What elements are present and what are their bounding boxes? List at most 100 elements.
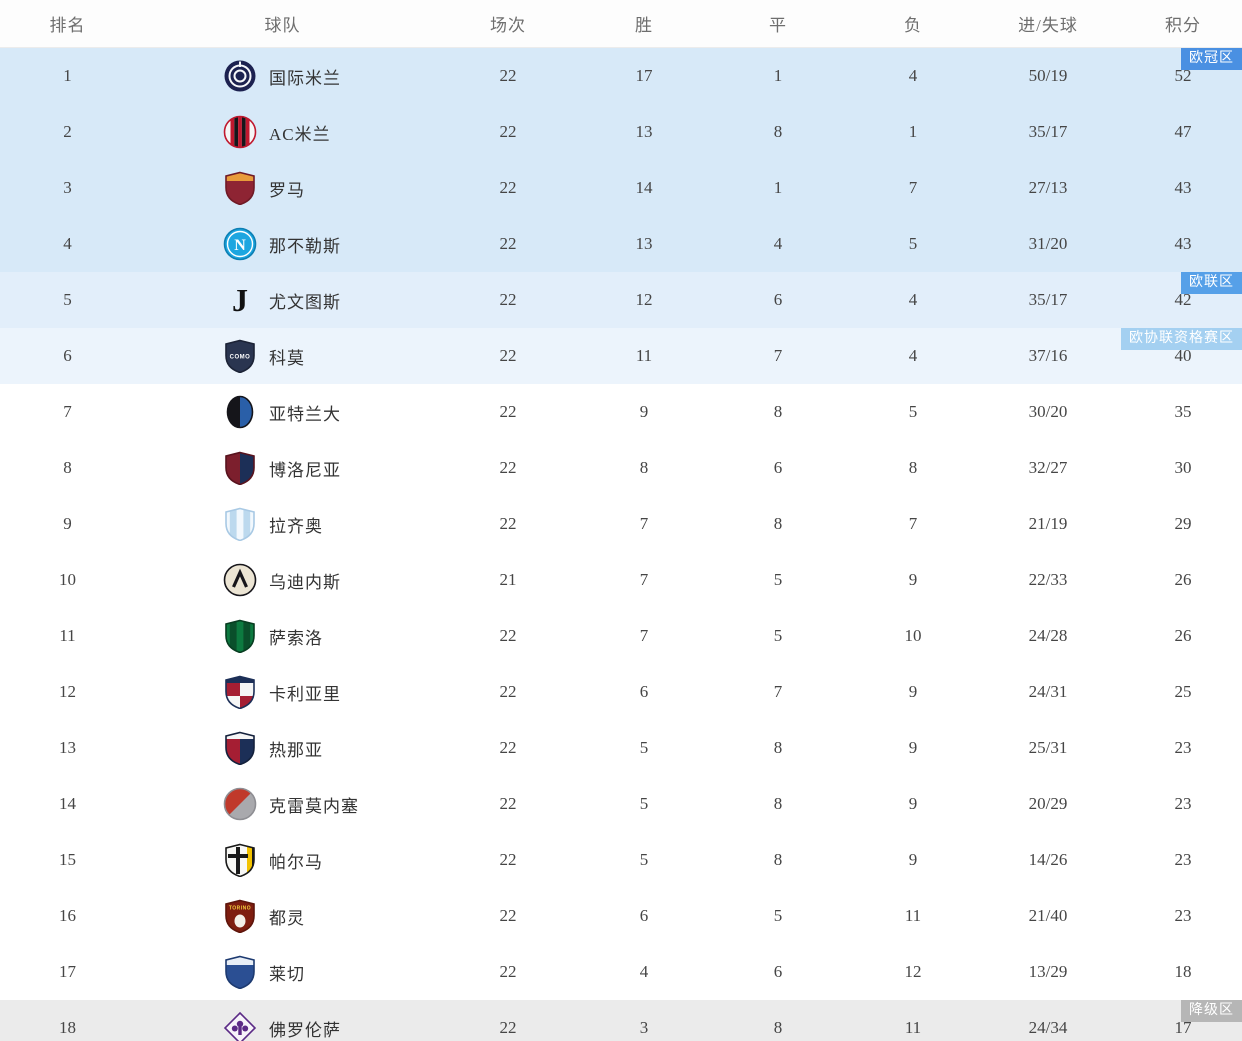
team-played: 22 — [499, 234, 517, 253]
team-name: 国际米兰 — [269, 68, 341, 88]
team-wins: 5 — [639, 738, 649, 757]
team-wins: 13 — [635, 234, 653, 253]
team-name: 尤文图斯 — [269, 292, 341, 312]
team-name: 罗马 — [269, 180, 305, 200]
table-row[interactable]: 7 亚特兰大 22 9 8 5 30/20 35 — [0, 384, 1242, 440]
team-played: 22 — [499, 122, 517, 141]
table-row[interactable]: 12 卡利亚里 22 6 7 9 24/31 25 — [0, 664, 1242, 720]
team-losses: 5 — [908, 402, 918, 421]
team-crest-icon — [223, 843, 257, 877]
table-row[interactable]: 2 AC米兰 22 13 8 1 35/17 47 — [0, 104, 1242, 160]
zone-badge: 降级区 — [1181, 1000, 1242, 1022]
team-cell: N 那不勒斯 — [135, 227, 430, 261]
team-cell: 克雷莫内塞 — [135, 787, 430, 821]
team-wins: 7 — [639, 514, 649, 533]
team-draws: 5 — [773, 906, 783, 925]
team-losses: 10 — [904, 626, 922, 645]
team-cell: J 尤文图斯 — [135, 283, 430, 317]
team-losses: 9 — [908, 794, 918, 813]
team-crest-icon — [223, 731, 257, 765]
team-points: 47 — [1174, 122, 1192, 141]
team-draws: 8 — [773, 738, 783, 757]
col-header-draws: 平 — [769, 16, 787, 35]
team-crest-icon — [223, 171, 257, 205]
table-row[interactable]: 14 克雷莫内塞 22 5 8 9 20/29 23 — [0, 776, 1242, 832]
team-points: 43 — [1174, 234, 1192, 253]
team-name: AC米兰 — [269, 124, 331, 144]
table-row[interactable]: 15 帕尔马 22 5 8 9 14/26 23 — [0, 832, 1242, 888]
team-rank: 18 — [59, 1018, 76, 1037]
team-crest-icon: J — [223, 283, 257, 317]
team-draws: 7 — [773, 682, 783, 701]
team-played: 22 — [499, 794, 517, 813]
team-wins: 6 — [639, 906, 649, 925]
table-row[interactable]: 10 乌迪内斯 21 7 5 9 22/33 26 — [0, 552, 1242, 608]
table-body: 1 国际米兰 22 17 1 4 50/19 52 欧冠区 2 AC米兰 22 … — [0, 48, 1242, 1041]
table-row[interactable]: 17 莱切 22 4 6 12 13/29 18 — [0, 944, 1242, 1000]
team-rank: 16 — [59, 906, 76, 925]
team-rank: 4 — [63, 234, 72, 253]
table-row[interactable]: 5 J 尤文图斯 22 12 6 4 35/17 42 欧联区 — [0, 272, 1242, 328]
team-losses: 9 — [908, 570, 918, 589]
team-points: 35 — [1174, 402, 1192, 421]
team-losses: 1 — [908, 122, 918, 141]
team-losses: 8 — [908, 458, 918, 477]
team-goals: 24/31 — [1028, 682, 1068, 701]
table-row[interactable]: 8 博洛尼亚 22 8 6 8 32/27 30 — [0, 440, 1242, 496]
team-rank: 14 — [59, 794, 76, 813]
table-row[interactable]: 11 萨索洛 22 7 5 10 24/28 26 — [0, 608, 1242, 664]
team-draws: 6 — [773, 290, 783, 309]
team-rank: 3 — [63, 178, 72, 197]
team-name: 莱切 — [269, 964, 305, 984]
table-row[interactable]: 1 国际米兰 22 17 1 4 50/19 52 欧冠区 — [0, 48, 1242, 104]
team-losses: 4 — [908, 290, 918, 309]
team-points: 40 — [1174, 346, 1192, 365]
team-goals: 50/19 — [1028, 66, 1068, 85]
team-wins: 5 — [639, 794, 649, 813]
col-header-wins: 胜 — [635, 16, 653, 35]
team-losses: 4 — [908, 346, 918, 365]
team-draws: 8 — [773, 794, 783, 813]
team-name: 那不勒斯 — [269, 236, 341, 256]
team-crest-icon — [223, 955, 257, 989]
team-draws: 8 — [773, 514, 783, 533]
team-played: 22 — [499, 850, 517, 869]
team-wins: 4 — [639, 962, 649, 981]
team-cell: 佛罗伦萨 — [135, 1011, 430, 1041]
team-crest-icon — [223, 395, 257, 429]
col-header-team: 球队 — [264, 16, 301, 35]
team-played: 22 — [499, 346, 517, 365]
team-crest-icon: N — [223, 227, 257, 261]
team-wins: 11 — [635, 346, 653, 365]
team-points: 23 — [1174, 794, 1192, 813]
team-rank: 2 — [63, 122, 72, 141]
team-played: 22 — [499, 402, 517, 421]
team-name: 科莫 — [269, 348, 305, 368]
table-row[interactable]: 18 佛罗伦萨 22 3 8 11 24/34 17 降级区 — [0, 1000, 1242, 1041]
team-cell: 亚特兰大 — [135, 395, 430, 429]
team-played: 22 — [499, 290, 517, 309]
team-points: 17 — [1174, 1018, 1192, 1037]
team-draws: 5 — [773, 570, 783, 589]
team-played: 22 — [499, 906, 517, 925]
team-crest-icon — [223, 787, 257, 821]
team-played: 22 — [499, 458, 517, 477]
table-row[interactable]: 6 COMO 科莫 22 11 7 4 37/16 40 欧协联资格赛区 — [0, 328, 1242, 384]
team-cell: 帕尔马 — [135, 843, 430, 877]
team-wins: 13 — [635, 122, 653, 141]
team-name: 乌迪内斯 — [269, 572, 341, 592]
team-name: 都灵 — [269, 908, 305, 928]
table-row[interactable]: 3 罗马 22 14 1 7 27/13 43 — [0, 160, 1242, 216]
team-losses: 11 — [904, 906, 922, 925]
team-losses: 12 — [904, 962, 922, 981]
team-crest-icon: TORINO — [223, 899, 257, 933]
table-row[interactable]: 9 拉齐奥 22 7 8 7 21/19 29 — [0, 496, 1242, 552]
team-cell: 博洛尼亚 — [135, 451, 430, 485]
table-row[interactable]: 4 N 那不勒斯 22 13 4 5 31/20 43 — [0, 216, 1242, 272]
table-row[interactable]: 13 热那亚 22 5 8 9 25/31 23 — [0, 720, 1242, 776]
table-row[interactable]: 16 TORINO 都灵 22 6 5 11 21/40 23 — [0, 888, 1242, 944]
zone-badge: 欧冠区 — [1181, 48, 1242, 70]
team-rank: 1 — [63, 66, 72, 85]
team-crest-icon — [223, 507, 257, 541]
team-draws: 8 — [773, 1018, 783, 1037]
